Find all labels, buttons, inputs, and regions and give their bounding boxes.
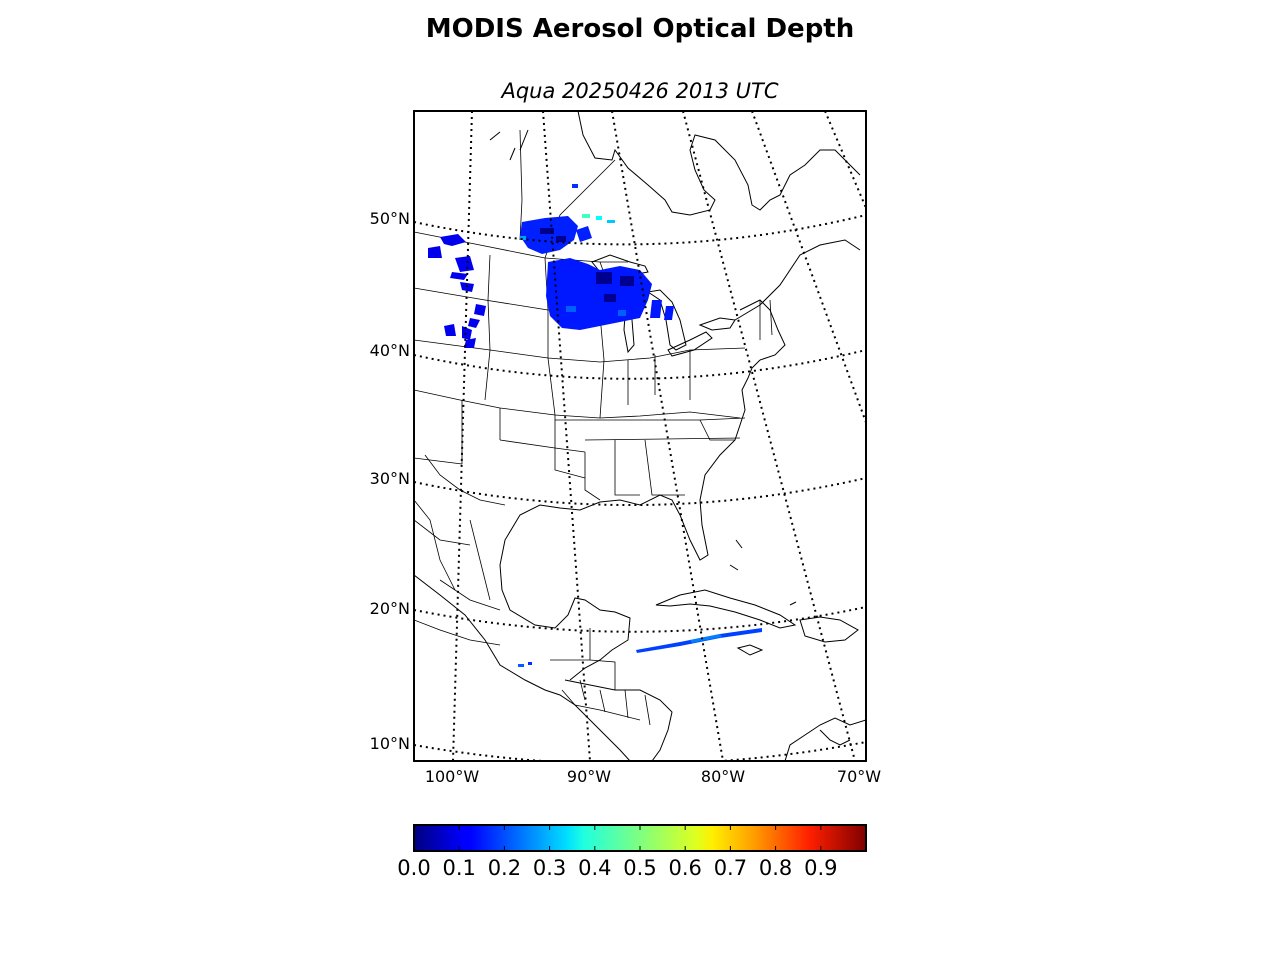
figure-subtitle: Aqua 20250426 2013 UTC [501,79,779,103]
lat-label-30N: 30°N [370,469,410,488]
aod-swath-minnesota [546,258,674,330]
lat-label-10N: 10°N [370,734,410,753]
meridian-80W [611,111,724,761]
meridian-70W [682,111,856,761]
lat-label-20N: 20°N [370,599,410,618]
aod-swath-montana [428,234,486,348]
colorbar: 0.0 0.1 0.2 0.3 0.4 0.5 0.6 0.7 0.8 0.9 [397,824,867,880]
graticule [414,111,866,761]
meridian-90W [542,111,591,761]
meridian-60W [751,111,866,426]
colorbar-tick-label: 0.9 [804,856,837,880]
colorbar-ticks [413,825,822,851]
colorbar-tick-label: 0.0 [397,856,430,880]
longitude-labels: 100°W 90°W 80°W 70°W [425,767,881,786]
lon-label-80W: 80°W [701,767,745,786]
latitude-labels: 50°N 40°N 30°N 20°N 10°N [370,209,410,753]
colorbar-tick-label: 0.5 [623,856,656,880]
map-frame [413,110,867,762]
lon-label-100W: 100°W [425,767,480,786]
colorbar-tick-label: 0.4 [578,856,611,880]
aod-swath-caribbean [518,628,762,667]
meridian-100W [452,111,473,761]
aod-swath-dakota [520,184,615,254]
map-area [414,111,866,761]
colorbar-tick-label: 0.1 [442,856,475,880]
lon-label-90W: 90°W [567,767,611,786]
figure-title: MODIS Aerosol Optical Depth [425,14,855,44]
colorbar-tick-label: 0.2 [488,856,521,880]
colorbar-tick-labels: 0.0 0.1 0.2 0.3 0.4 0.5 0.6 0.7 0.8 0.9 [397,856,837,880]
colorbar-tick-label: 0.6 [668,856,701,880]
lat-label-40N: 40°N [370,341,410,360]
lat-label-50N: 50°N [370,209,410,228]
aod-swaths [428,184,762,667]
colorbar-tick-label: 0.3 [533,856,566,880]
colorbar-tick-label: 0.7 [714,856,747,880]
colorbar-tick-label: 0.8 [759,856,792,880]
lon-label-70W: 70°W [837,767,881,786]
